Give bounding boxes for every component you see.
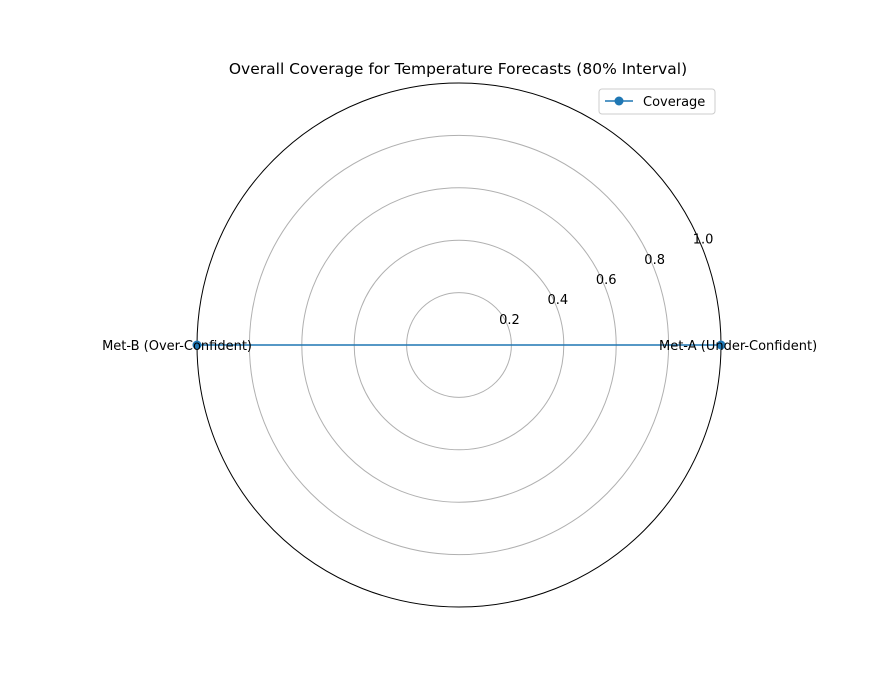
legend: Coverage	[598, 88, 716, 115]
category-label-1: Met-A (Under-Confident)	[659, 339, 817, 354]
series-layer	[192, 340, 726, 350]
chart-title: Overall Coverage for Temperature Forecas…	[229, 60, 687, 78]
radial-tick-label: 0.8	[644, 253, 665, 268]
radial-tick-label: 0.2	[499, 313, 520, 328]
radial-tick-label: 0.6	[596, 273, 617, 288]
radial-tick-labels: 0.2 0.4 0.6 0.8 1.0	[499, 233, 713, 328]
legend-box	[598, 88, 716, 115]
data-point-2	[192, 340, 202, 350]
category-label-2: Met-B (Over-Confident)	[102, 339, 252, 354]
legend-label-coverage: Coverage	[643, 95, 705, 110]
data-point-1	[716, 340, 726, 350]
radial-tick-label: 0.4	[547, 293, 568, 308]
radial-tick-label: 1.0	[693, 233, 714, 248]
legend-marker-coverage	[614, 96, 624, 106]
category-labels: Met-A (Under-Confident) Met-B (Over-Confi…	[102, 339, 817, 354]
